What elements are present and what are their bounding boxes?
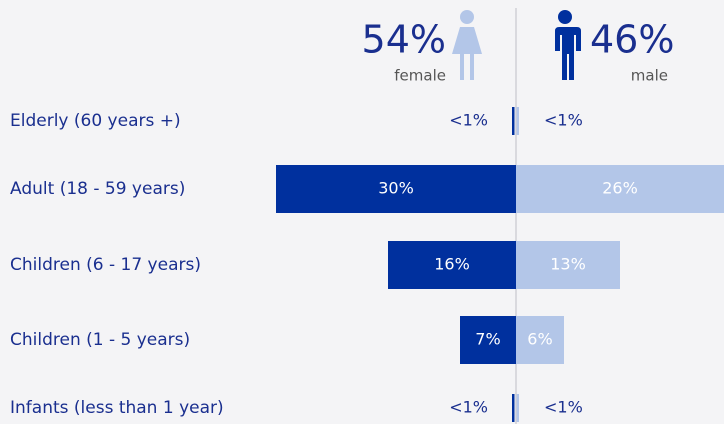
value-label: <1% bbox=[544, 111, 583, 130]
value-label: 30% bbox=[378, 179, 414, 198]
bar bbox=[460, 316, 516, 364]
bar bbox=[388, 241, 516, 289]
bar bbox=[276, 165, 516, 213]
category-label: Infants (less than 1 year) bbox=[10, 398, 224, 418]
male-legend: male bbox=[631, 67, 668, 85]
bar bbox=[516, 107, 519, 135]
value-label: 6% bbox=[527, 330, 552, 349]
female-icon bbox=[452, 10, 482, 80]
category-label: Adult (18 - 59 years) bbox=[10, 179, 185, 199]
bar bbox=[512, 107, 515, 135]
male-total: 46% bbox=[590, 18, 674, 62]
value-label: 26% bbox=[602, 179, 638, 198]
value-label: <1% bbox=[449, 398, 488, 417]
male-icon bbox=[553, 10, 581, 80]
category-label: Children (1 - 5 years) bbox=[10, 330, 190, 350]
female-legend: female bbox=[394, 67, 446, 85]
category-label: Children (6 - 17 years) bbox=[10, 255, 201, 275]
category-label: Elderly (60 years +) bbox=[10, 111, 181, 131]
female-total: 54% bbox=[362, 18, 446, 62]
value-label: <1% bbox=[544, 398, 583, 417]
bar bbox=[516, 316, 564, 364]
value-label: 7% bbox=[475, 330, 500, 349]
bar bbox=[516, 241, 620, 289]
value-label: 16% bbox=[434, 255, 470, 274]
value-label: <1% bbox=[449, 111, 488, 130]
bar bbox=[516, 165, 724, 213]
value-label: 13% bbox=[550, 255, 586, 274]
bar bbox=[512, 394, 515, 422]
bar bbox=[516, 394, 519, 422]
